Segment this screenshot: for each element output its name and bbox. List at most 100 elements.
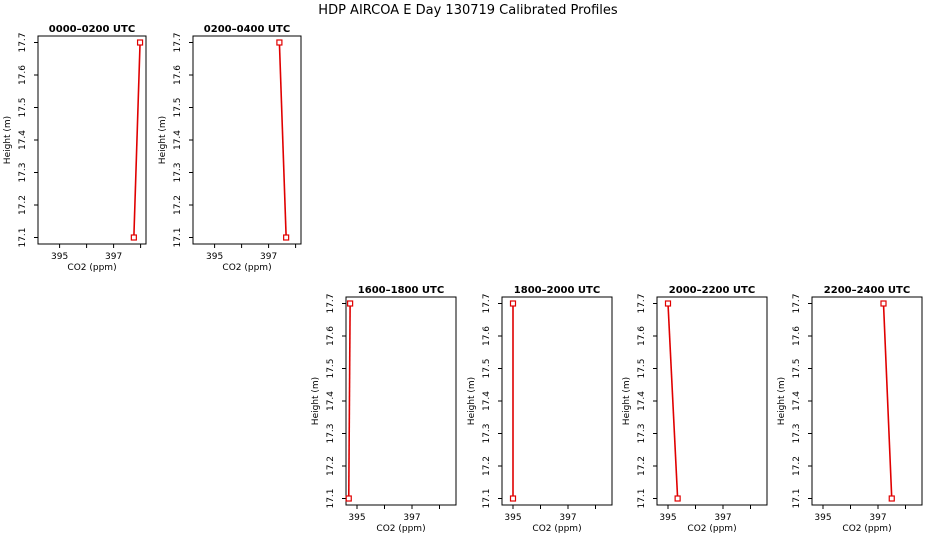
y-tick-label: 17.3 [637,423,647,443]
y-tick-label: 17.4 [326,391,336,411]
y-axis-label: Height (m) [467,377,477,425]
data-point [509,300,517,307]
x-tick-label: 395 [206,252,223,262]
y-tick-label: 17.4 [18,130,28,150]
data-point [664,300,672,307]
y-tick-label: 17.3 [18,162,28,182]
y-tick-label: 17.6 [18,65,28,85]
x-axis-label: CO2 (ppm) [222,263,271,273]
y-tick-label: 17.7 [482,293,492,313]
panel-0: 0000–0200 UTC 395 397 17.1 17.2 17.3 17.4 17.5 1… [3,24,147,273]
y-tick-label: 17.3 [173,162,183,182]
profile-line [347,303,351,499]
x-axis-label: CO2 (ppm) [532,524,581,534]
y-axis-label: Height (m) [777,377,787,425]
y-tick-label: 17.5 [637,358,647,378]
x-tick-label: 395 [659,513,676,523]
data-point [888,495,895,502]
panel-title: 2200–2400 UTC [824,285,910,296]
x-tick-label: 397 [260,252,277,262]
y-tick-label: 17.2 [326,456,336,476]
y-tick-label: 17.6 [173,65,183,85]
x-axis-label: CO2 (ppm) [842,524,891,534]
profile-line [278,42,287,238]
y-tick-label: 17.1 [482,488,492,508]
panel-5: 2200–2400 UTC 395 397 17.1 17.2 17.3 17.4 17.5 1… [777,285,923,534]
y-axis-label: Height (m) [622,377,632,425]
data-point [276,39,283,46]
data-point [130,234,137,241]
panel-title: 0200–0400 UTC [204,24,290,35]
y-tick-label: 17.3 [482,423,492,443]
data-point [347,300,354,307]
x-tick-label: 397 [403,513,420,523]
panel-3: 1800–2000 UTC 395 397 17.1 17.2 17.3 17.4 17.5 1… [467,285,613,534]
profile-line [133,42,141,238]
panel-2: 1600–1800 UTC 395 397 17.1 17.2 17.3 17.4 17.5 1… [311,285,457,534]
x-tick-label: 395 [348,513,365,523]
y-tick-label: 17.1 [173,227,183,247]
y-tick-label: 17.6 [482,326,492,346]
y-tick-label: 17.2 [482,456,492,476]
panel-title: 2000–2200 UTC [669,285,755,296]
y-tick-label: 17.7 [792,293,802,313]
y-tick-label: 17.6 [326,326,336,346]
y-tick-label: 17.6 [792,326,802,346]
y-tick-label: 17.1 [18,227,28,247]
x-tick-label: 395 [504,513,521,523]
x-tick-label: 397 [559,513,576,523]
plot-frame [345,296,457,506]
y-axis-label: Height (m) [3,116,13,164]
data-point [283,234,290,241]
x-tick-label: 397 [869,513,886,523]
data-point [509,495,517,502]
figure-title: HDP AIRCOA E Day 130719 Calibrated Profi… [318,3,618,18]
y-tick-label: 17.3 [326,423,336,443]
data-point [345,495,352,502]
y-axis-label: Height (m) [311,377,321,425]
y-tick-label: 17.2 [637,456,647,476]
y-tick-label: 17.7 [173,32,183,52]
y-tick-label: 17.3 [792,423,802,443]
data-point [880,300,887,307]
y-tick-label: 17.2 [792,456,802,476]
y-tick-label: 17.5 [326,358,336,378]
plot-frame [37,35,147,245]
y-tick-label: 17.7 [18,32,28,52]
x-axis-label: CO2 (ppm) [687,524,736,534]
panel-4: 2000–2200 UTC 395 397 17.1 17.2 17.3 17.4 17.5 1… [622,285,768,534]
panel-title: 1800–2000 UTC [514,285,600,296]
y-tick-label: 17.4 [792,391,802,411]
x-axis-label: CO2 (ppm) [376,524,425,534]
x-tick-label: 395 [51,252,68,262]
y-tick-label: 17.4 [637,391,647,411]
profile-line [667,303,679,499]
y-tick-label: 17.2 [18,195,28,215]
y-tick-label: 17.4 [173,130,183,150]
data-point [136,39,144,46]
x-tick-label: 395 [814,513,831,523]
y-tick-label: 17.5 [792,358,802,378]
plot-frame [501,296,613,506]
plot-frame [811,296,923,506]
y-tick-label: 17.4 [482,391,492,411]
panel-title: 1600–1800 UTC [358,285,444,296]
x-tick-label: 397 [714,513,731,523]
y-tick-label: 17.5 [18,97,28,117]
y-tick-label: 17.6 [637,326,647,346]
y-tick-label: 17.2 [173,195,183,215]
y-tick-label: 17.1 [637,488,647,508]
y-tick-label: 17.5 [173,97,183,117]
x-tick-label: 397 [105,252,122,262]
panel-1: 0200–0400 UTC 395 397 17.1 17.2 17.3 17.4 17.5 1… [158,24,302,273]
y-tick-label: 17.1 [792,488,802,508]
y-tick-label: 17.7 [326,293,336,313]
y-axis-label: Height (m) [158,116,168,164]
profile-line [882,303,893,499]
y-tick-label: 17.5 [482,358,492,378]
panel-title: 0000–0200 UTC [49,24,135,35]
y-tick-label: 17.1 [326,488,336,508]
x-axis-label: CO2 (ppm) [67,263,116,273]
